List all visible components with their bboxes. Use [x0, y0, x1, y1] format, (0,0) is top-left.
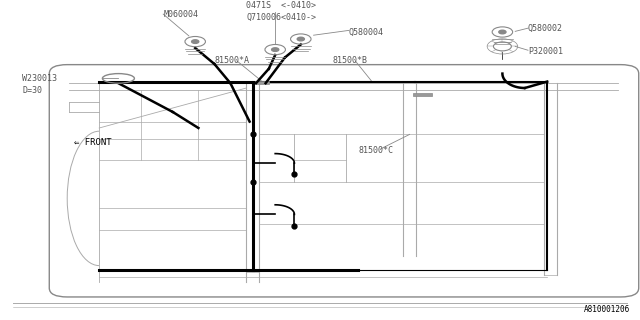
Text: ⇐ FRONT: ⇐ FRONT — [74, 138, 111, 147]
Circle shape — [271, 48, 279, 52]
Text: M060004: M060004 — [163, 10, 198, 19]
Circle shape — [191, 40, 199, 44]
Text: Q580002: Q580002 — [528, 24, 563, 33]
Text: 81500*A: 81500*A — [214, 56, 250, 65]
Text: 0471S  <-0410>
Q710006<0410->: 0471S <-0410> Q710006<0410-> — [246, 1, 316, 21]
Bar — [255, 81, 269, 84]
FancyBboxPatch shape — [49, 65, 639, 297]
Text: 81500*C: 81500*C — [358, 146, 394, 155]
Circle shape — [499, 30, 506, 34]
Text: P320001: P320001 — [528, 47, 563, 56]
Text: W230013
D=30: W230013 D=30 — [22, 74, 58, 95]
Text: 81500*B: 81500*B — [333, 56, 368, 65]
Text: A810001206: A810001206 — [584, 305, 630, 314]
Text: Q580004: Q580004 — [349, 28, 384, 36]
Bar — [413, 93, 432, 96]
Circle shape — [297, 37, 305, 41]
